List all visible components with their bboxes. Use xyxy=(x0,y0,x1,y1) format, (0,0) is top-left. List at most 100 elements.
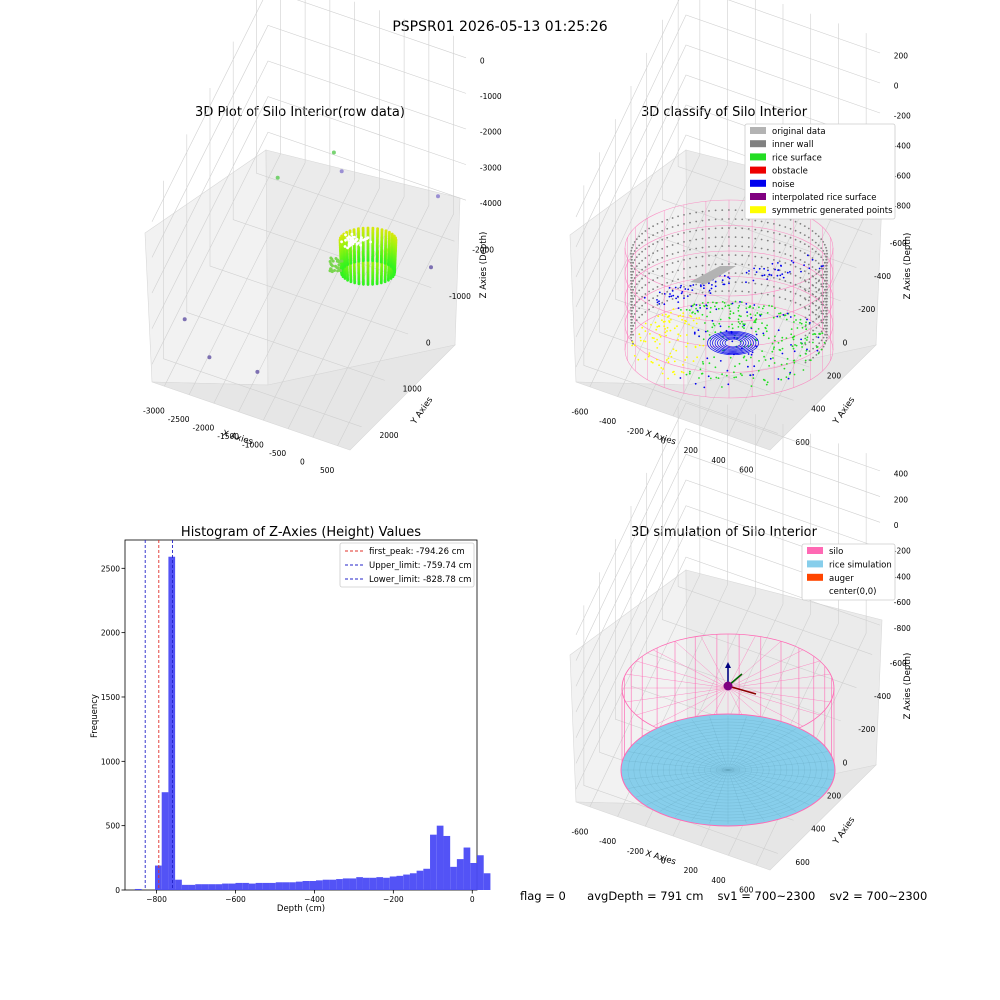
rice-mesh-spoke xyxy=(636,742,729,771)
rice-mesh-spoke xyxy=(623,760,729,771)
histogram-bar xyxy=(201,884,209,890)
classified-point xyxy=(764,359,767,361)
inner-wall-point xyxy=(803,252,806,255)
classified-point xyxy=(795,344,798,347)
inner-wall-point xyxy=(808,314,811,316)
classified-point xyxy=(793,373,796,376)
inner-wall-point xyxy=(822,282,825,285)
inner-wall-point xyxy=(708,246,710,248)
classified-point xyxy=(662,368,665,370)
classified-point xyxy=(664,328,667,330)
inner-wall-point xyxy=(632,333,634,336)
inner-wall-point xyxy=(825,339,828,342)
legend-label: Upper_limit: -759.74 cm xyxy=(369,561,472,571)
y-grid-line xyxy=(583,605,778,854)
histogram-bar xyxy=(134,888,142,890)
inner-wall-point xyxy=(641,241,643,244)
classified-point xyxy=(691,304,694,307)
inner-wall-point xyxy=(630,267,633,270)
inner-wall-point xyxy=(825,312,828,315)
classified-point xyxy=(729,356,732,359)
inner-wall-point xyxy=(826,324,828,327)
inner-wall-point xyxy=(648,245,650,248)
inner-wall-point xyxy=(661,247,664,250)
noise-point xyxy=(808,267,811,270)
x-tick-label: 400 xyxy=(711,876,726,885)
inner-wall-point xyxy=(826,306,828,309)
classified-point xyxy=(663,320,666,323)
classified-point xyxy=(664,331,667,334)
classified-point xyxy=(695,322,698,325)
noise-point xyxy=(711,284,713,286)
classified-point xyxy=(747,353,750,355)
inner-wall-point xyxy=(641,268,643,271)
inner-wall-point xyxy=(794,220,797,223)
classified-point xyxy=(793,314,796,317)
inner-wall-point xyxy=(689,275,691,278)
y-grid-line xyxy=(646,52,841,302)
inner-wall-point xyxy=(666,281,669,284)
rice-mesh-spoke xyxy=(727,769,765,821)
inner-wall-point xyxy=(656,286,659,288)
classified-point xyxy=(668,315,670,317)
noise-point xyxy=(723,283,726,286)
inner-wall-point xyxy=(807,263,810,266)
silo-roof-spoke xyxy=(727,649,804,689)
y-tick-label: 2000 xyxy=(101,629,120,638)
inner-wall-point xyxy=(784,262,787,264)
inner-wall-point xyxy=(661,301,664,304)
classified-point xyxy=(804,359,807,362)
y-tick-label: 0 xyxy=(843,758,848,767)
inner-wall-point xyxy=(754,237,757,240)
inner-wall-point xyxy=(812,302,814,305)
classified-point xyxy=(668,321,671,324)
classified-point xyxy=(757,369,760,372)
inner-wall-point xyxy=(708,228,710,230)
y-tick-label: 500 xyxy=(106,822,121,831)
inner-wall-point xyxy=(652,288,654,291)
noise-point xyxy=(745,281,747,284)
noise-point xyxy=(776,274,779,277)
inner-wall-point xyxy=(822,336,825,339)
avg-depth-text: avgDepth = 791 cm xyxy=(587,889,704,903)
inner-wall-point xyxy=(701,246,704,249)
inner-wall-point xyxy=(820,310,823,312)
classified-point xyxy=(737,306,740,309)
classified-point xyxy=(688,309,691,311)
rice-mesh-spoke xyxy=(727,735,810,771)
classified-point xyxy=(734,365,736,368)
inner-wall-point xyxy=(747,291,750,293)
cluster-point xyxy=(393,271,396,274)
inner-wall-point xyxy=(814,313,817,316)
inner-wall-point xyxy=(760,283,763,286)
tick-labels: -600 -400 -200 0 200 400 600 600 400 200 0 -200 -400… xyxy=(571,52,911,475)
inner-wall-point xyxy=(789,263,792,266)
outlier-point xyxy=(339,169,344,174)
classified-point xyxy=(704,330,707,333)
cluster-point xyxy=(337,263,341,267)
classified-point xyxy=(761,307,764,310)
x-axis-label: Depth (cm) xyxy=(277,904,325,914)
classified-point xyxy=(707,301,709,304)
sv1-text: sv1 = 700~2300 xyxy=(717,889,816,903)
inner-wall-point xyxy=(721,263,724,265)
classified-point xyxy=(823,341,826,344)
inner-wall-point xyxy=(815,327,818,329)
rice-mesh-spoke xyxy=(727,769,820,798)
rice-mesh-spoke xyxy=(709,769,729,824)
classified-point xyxy=(697,329,700,331)
inner-wall-point xyxy=(644,257,647,259)
classified-point xyxy=(644,322,647,325)
inner-wall-point xyxy=(760,265,763,268)
classified-point xyxy=(763,305,765,307)
inner-wall-point xyxy=(635,301,638,303)
cluster-point xyxy=(389,277,393,280)
cluster-gap xyxy=(351,238,355,242)
classified-point xyxy=(682,364,684,366)
cluster-point xyxy=(334,257,338,260)
classified-point xyxy=(680,309,682,311)
inner-wall-point xyxy=(652,306,654,309)
inner-wall-point xyxy=(652,279,654,282)
inner-wall-point xyxy=(815,336,818,338)
x-tick-label: −800 xyxy=(146,895,167,904)
